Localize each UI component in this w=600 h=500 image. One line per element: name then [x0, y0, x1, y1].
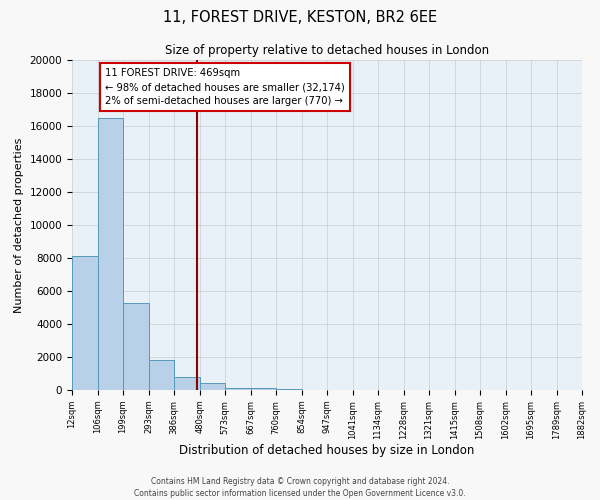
Bar [251, 388, 276, 390]
Bar [123, 302, 149, 390]
Bar [98, 118, 123, 390]
Y-axis label: Number of detached properties: Number of detached properties [14, 138, 24, 312]
Text: Contains HM Land Registry data © Crown copyright and database right 2024.
Contai: Contains HM Land Registry data © Crown c… [134, 476, 466, 498]
Bar [225, 388, 251, 390]
Bar [72, 256, 98, 390]
Text: 11, FOREST DRIVE, KESTON, BR2 6EE: 11, FOREST DRIVE, KESTON, BR2 6EE [163, 10, 437, 25]
Bar [149, 360, 174, 390]
Bar [200, 384, 225, 390]
Bar [174, 377, 200, 390]
Text: 11 FOREST DRIVE: 469sqm
← 98% of detached houses are smaller (32,174)
2% of semi: 11 FOREST DRIVE: 469sqm ← 98% of detache… [105, 68, 345, 106]
Bar [276, 389, 302, 390]
X-axis label: Distribution of detached houses by size in London: Distribution of detached houses by size … [179, 444, 475, 458]
Title: Size of property relative to detached houses in London: Size of property relative to detached ho… [165, 44, 489, 58]
